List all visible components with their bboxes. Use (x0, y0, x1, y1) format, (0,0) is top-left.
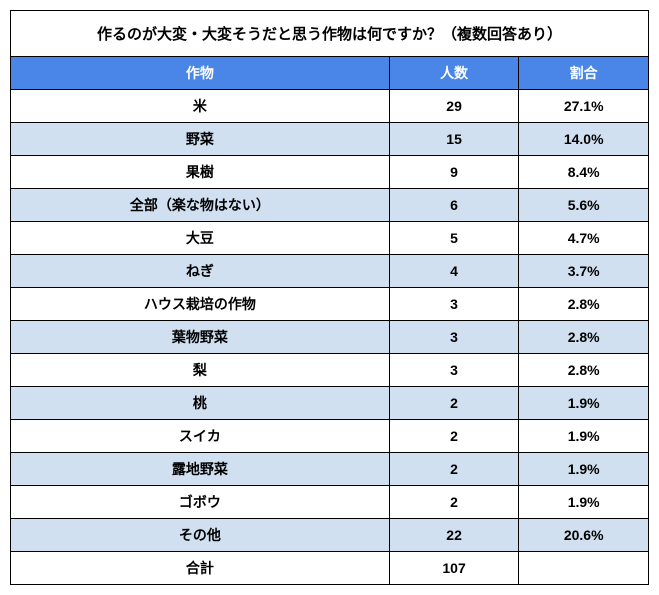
header-pct: 割合 (519, 57, 648, 90)
header-crop: 作物 (11, 57, 390, 90)
cell-crop: ねぎ (11, 255, 390, 288)
cell-count: 3 (390, 321, 520, 354)
table-row: その他2220.6% (11, 519, 648, 552)
survey-table: 作るのが大変・大変そうだと思う作物は何ですか？（複数回答あり） 作物 人数 割合… (10, 10, 649, 585)
cell-count: 3 (390, 288, 520, 321)
cell-count: 15 (390, 123, 520, 156)
cell-pct: 1.9% (519, 486, 648, 519)
cell-count: 2 (390, 486, 520, 519)
cell-pct: 3.7% (519, 255, 648, 288)
table-title: 作るのが大変・大変そうだと思う作物は何ですか？（複数回答あり） (11, 11, 648, 57)
cell-crop: 野菜 (11, 123, 390, 156)
cell-pct: 2.8% (519, 321, 648, 354)
cell-count: 2 (390, 453, 520, 486)
cell-pct: 14.0% (519, 123, 648, 156)
cell-crop: その他 (11, 519, 390, 552)
cell-count: 9 (390, 156, 520, 189)
cell-pct: 2.8% (519, 354, 648, 387)
cell-pct: 8.4% (519, 156, 648, 189)
cell-crop: 果樹 (11, 156, 390, 189)
cell-pct: 1.9% (519, 420, 648, 453)
cell-crop: 大豆 (11, 222, 390, 255)
cell-crop: 桃 (11, 387, 390, 420)
table-row: ハウス栽培の作物32.8% (11, 288, 648, 321)
header-count: 人数 (390, 57, 520, 90)
table-row: 全部（楽な物はない）65.6% (11, 189, 648, 222)
cell-count: 2 (390, 420, 520, 453)
cell-count: 4 (390, 255, 520, 288)
cell-crop: 葉物野菜 (11, 321, 390, 354)
table-row: 大豆54.7% (11, 222, 648, 255)
table-row: 果樹98.4% (11, 156, 648, 189)
cell-pct: 4.7% (519, 222, 648, 255)
cell-crop: ゴボウ (11, 486, 390, 519)
table-header-row: 作物 人数 割合 (11, 57, 648, 90)
cell-count: 29 (390, 90, 520, 123)
cell-count: 3 (390, 354, 520, 387)
total-label: 合計 (11, 552, 390, 584)
table-row: ねぎ43.7% (11, 255, 648, 288)
cell-crop: 露地野菜 (11, 453, 390, 486)
table-row: 野菜1514.0% (11, 123, 648, 156)
cell-count: 6 (390, 189, 520, 222)
cell-pct: 20.6% (519, 519, 648, 552)
cell-crop: スイカ (11, 420, 390, 453)
cell-pct: 5.6% (519, 189, 648, 222)
total-count: 107 (390, 552, 520, 584)
cell-pct: 2.8% (519, 288, 648, 321)
table-total-row: 合計 107 (11, 552, 648, 584)
table-row: 桃21.9% (11, 387, 648, 420)
table-row: 梨32.8% (11, 354, 648, 387)
cell-count: 2 (390, 387, 520, 420)
cell-count: 5 (390, 222, 520, 255)
table-row: 葉物野菜32.8% (11, 321, 648, 354)
table-row: スイカ21.9% (11, 420, 648, 453)
cell-crop: 米 (11, 90, 390, 123)
cell-pct: 1.9% (519, 387, 648, 420)
cell-pct: 1.9% (519, 453, 648, 486)
table-row: 露地野菜21.9% (11, 453, 648, 486)
table-body: 米2927.1%野菜1514.0%果樹98.4%全部（楽な物はない）65.6%大… (11, 90, 648, 552)
cell-crop: 全部（楽な物はない） (11, 189, 390, 222)
table-row: ゴボウ21.9% (11, 486, 648, 519)
cell-count: 22 (390, 519, 520, 552)
cell-pct: 27.1% (519, 90, 648, 123)
cell-crop: 梨 (11, 354, 390, 387)
table-row: 米2927.1% (11, 90, 648, 123)
cell-crop: ハウス栽培の作物 (11, 288, 390, 321)
total-pct (519, 552, 648, 584)
